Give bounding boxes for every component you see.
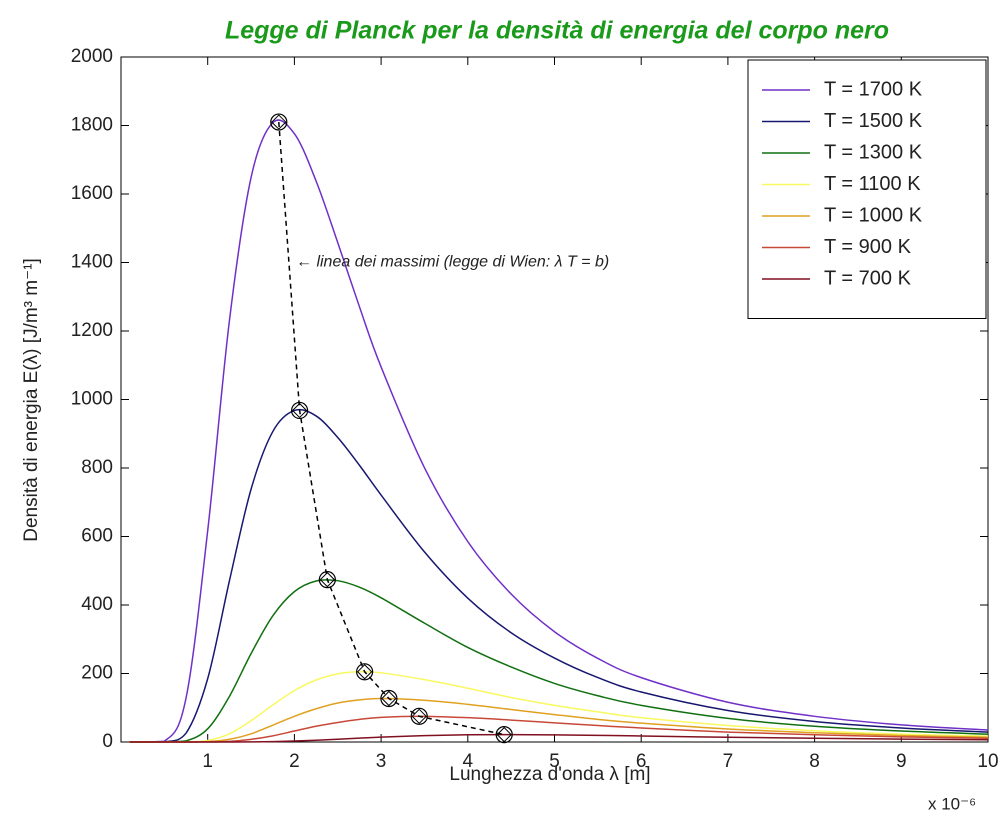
x-tick-label: 8 (809, 751, 820, 772)
legend-label: T = 1300 K (824, 141, 923, 163)
maxima-marker (271, 114, 287, 130)
x-tick-label: 5 (549, 751, 560, 772)
legend-label: T = 1100 K (824, 173, 921, 195)
maxima-marker (319, 571, 336, 588)
x-tick-label: 7 (723, 751, 734, 772)
y-tick-label: 1600 (71, 183, 113, 204)
legend-label: T = 1000 K (824, 204, 923, 226)
maxima-marker (410, 707, 428, 725)
y-axis-label: Densità di energia E(λ) [J/m³ m⁻¹] (21, 258, 42, 542)
chart-title: Legge di Planck per la densità di energi… (225, 17, 889, 45)
y-tick-label: 1400 (71, 252, 113, 273)
x-tick-label: 2 (289, 751, 300, 772)
maxima-marker (381, 690, 397, 707)
x-tick-label: 6 (636, 751, 647, 772)
legend (747, 59, 987, 319)
legend-label: T = 700 K (824, 267, 912, 289)
y-tick-label: 0 (102, 731, 113, 752)
legend-label: T = 900 K (824, 236, 912, 258)
x-tick-label: 3 (376, 751, 387, 772)
x-tick-label: 9 (896, 751, 907, 772)
y-tick-label: 600 (81, 526, 113, 547)
legend-label: T = 1500 K (824, 110, 923, 132)
maxima-marker (291, 401, 309, 420)
y-tick-label: 400 (81, 594, 113, 615)
y-tick-label: 200 (81, 663, 113, 684)
x-axis-label: Lunghezza d'onda λ [m] (449, 764, 650, 785)
y-tick-label: 800 (81, 457, 113, 478)
maxima-marker (270, 113, 288, 131)
curve (129, 119, 989, 743)
y-tick-label: 1000 (71, 389, 113, 410)
curve (129, 670, 989, 743)
maxima-marker (495, 726, 513, 744)
maxima-line (278, 122, 505, 736)
x-multiplier: x 10⁻⁶ (928, 794, 976, 813)
maxima-marker (496, 726, 512, 743)
curve (129, 408, 989, 743)
legend-label: T = 1700 K (824, 78, 923, 100)
y-tick-label: 1200 (71, 320, 113, 341)
curve (129, 733, 989, 743)
y-tick-label: 1800 (71, 115, 113, 136)
maxima-marker (291, 402, 308, 419)
x-tick-label: 4 (463, 751, 474, 772)
x-tick-label: 10 (977, 751, 998, 772)
maxima-marker (411, 708, 427, 725)
annotation: ← linea dei massimi (legge di Wien: λ T … (296, 254, 609, 271)
maxima-marker (356, 663, 374, 681)
curve (129, 579, 989, 743)
y-tick-label: 2000 (71, 46, 113, 67)
x-tick-label: 1 (202, 751, 213, 772)
maxima-marker (318, 571, 336, 589)
maxima-marker (380, 689, 398, 708)
maxima-marker (356, 664, 373, 680)
